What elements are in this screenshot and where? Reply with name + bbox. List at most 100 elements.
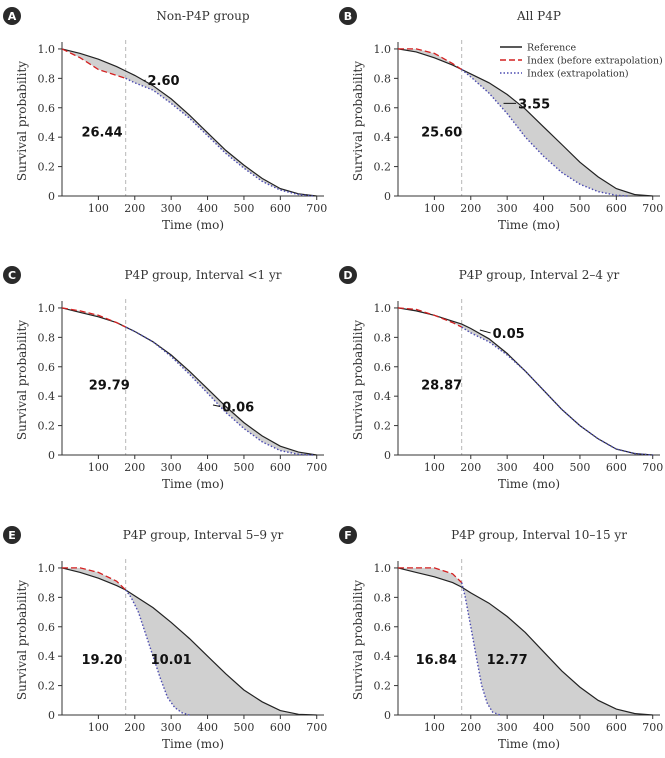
area-value-label: 19.20 bbox=[81, 653, 122, 668]
panel-badge bbox=[339, 526, 357, 544]
panel-badge bbox=[339, 266, 357, 284]
area-value-label: 0.05 bbox=[493, 327, 525, 342]
x-tick-label: 700 bbox=[306, 461, 327, 474]
x-tick-label: 500 bbox=[569, 721, 590, 734]
x-tick-label: 400 bbox=[197, 461, 218, 474]
y-tick-label: 0.4 bbox=[38, 131, 56, 144]
label-leader bbox=[212, 404, 221, 407]
x-axis-label: Time (mo) bbox=[162, 477, 224, 491]
y-tick-label: 0.8 bbox=[38, 331, 56, 344]
panel-title: P4P group, Interval 2–4 yr bbox=[459, 268, 620, 282]
x-tick-label: 200 bbox=[460, 461, 481, 474]
x-axis-label: Time (mo) bbox=[162, 218, 224, 232]
y-tick-label: 1.0 bbox=[38, 562, 56, 575]
label-leader bbox=[479, 329, 491, 334]
y-tick-label: 0.4 bbox=[38, 390, 56, 403]
y-tick-label: 1.0 bbox=[38, 302, 56, 315]
panel-badge bbox=[3, 7, 21, 25]
area-value-label: 12.77 bbox=[487, 653, 528, 668]
y-axis-label: Survival probability bbox=[351, 580, 365, 700]
panel-b: B All P4P 0 0.2 0.4 0.6 0.8 1.0 100 200 300 400 500 6… bbox=[339, 7, 663, 232]
reference-curve bbox=[61, 307, 317, 456]
area-value-label: 2.60 bbox=[148, 74, 180, 89]
panel-badge bbox=[3, 526, 21, 544]
area-difference bbox=[62, 48, 317, 197]
x-tick-label: 700 bbox=[306, 202, 327, 215]
x-tick-label: 100 bbox=[424, 721, 445, 734]
x-tick-label: 300 bbox=[497, 202, 518, 215]
panel-letter: E bbox=[8, 529, 16, 542]
area-difference bbox=[398, 48, 653, 197]
panel-letter: B bbox=[344, 10, 352, 23]
y-tick-label: 1.0 bbox=[374, 302, 392, 315]
legend-extrapolation-label: Index (extrapolation) bbox=[527, 69, 629, 80]
panel-a: A Non-P4P group 0 0.2 0.4 0.6 0.8 1.0 100 200 300 4… bbox=[3, 7, 327, 232]
index-extrapolation-curve bbox=[461, 68, 628, 197]
legend-reference-label: Reference bbox=[527, 43, 577, 54]
y-axis-label: Survival probability bbox=[15, 61, 29, 181]
panel-letter: D bbox=[343, 269, 352, 282]
reference-curve bbox=[61, 48, 317, 197]
y-tick-label: 0.8 bbox=[374, 72, 392, 85]
index-before-curve bbox=[398, 48, 463, 71]
x-tick-label: 400 bbox=[533, 461, 554, 474]
x-tick-label: 200 bbox=[460, 202, 481, 215]
y-tick-label: 0.4 bbox=[374, 131, 392, 144]
area-value-label: 29.79 bbox=[89, 378, 130, 393]
y-tick-label: 0.6 bbox=[38, 361, 56, 374]
index-before-curve bbox=[62, 567, 127, 591]
x-tick-label: 100 bbox=[424, 461, 445, 474]
panel-d: D P4P group, Interval 2–4 yr 0 0.2 0.4 0.6 0.8… bbox=[339, 266, 663, 491]
y-tick-label: 0.6 bbox=[374, 102, 392, 115]
panel-badge bbox=[339, 7, 357, 25]
area-value-label: 16.84 bbox=[416, 653, 457, 668]
x-tick-label: 700 bbox=[642, 721, 663, 734]
panel-f: F P4P group, Interval 10–15 yr 0 0.2 0.4 0.6 0… bbox=[339, 526, 663, 751]
x-tick-label: 600 bbox=[270, 721, 291, 734]
y-tick-label: 0 bbox=[384, 190, 391, 203]
index-before-curve bbox=[398, 567, 463, 584]
y-tick-label: 0.2 bbox=[38, 420, 56, 433]
index-before-curve bbox=[397, 307, 462, 328]
x-tick-label: 400 bbox=[197, 202, 218, 215]
y-tick-label: 0 bbox=[48, 449, 55, 462]
y-tick-label: 1.0 bbox=[374, 43, 392, 56]
index-extrapolation-curve bbox=[125, 77, 314, 197]
y-tick-label: 0.2 bbox=[374, 161, 392, 174]
y-tick-label: 0.8 bbox=[38, 591, 56, 604]
panel-c: C P4P group, Interval <1 yr 0 0.2 0.4 0.6 0.8 1… bbox=[3, 266, 327, 491]
x-tick-label: 200 bbox=[460, 721, 481, 734]
y-axis-label: Survival probability bbox=[15, 580, 29, 700]
y-axis-label: Survival probability bbox=[15, 320, 29, 440]
x-axis-label: Time (mo) bbox=[498, 477, 560, 491]
y-tick-label: 0.8 bbox=[374, 591, 392, 604]
x-tick-label: 300 bbox=[161, 721, 182, 734]
area-value-label: 26.44 bbox=[81, 125, 122, 140]
panel-e: E P4P group, Interval 5–9 yr 0 0.2 0.4 0.6 0.8… bbox=[3, 526, 327, 751]
y-tick-label: 1.0 bbox=[374, 562, 392, 575]
y-tick-label: 1.0 bbox=[38, 43, 56, 56]
y-tick-label: 0.2 bbox=[38, 161, 56, 174]
x-axis-label: Time (mo) bbox=[498, 737, 560, 751]
x-tick-label: 300 bbox=[497, 461, 518, 474]
index-before-curve bbox=[61, 48, 126, 80]
index-extrapolation-curve bbox=[461, 326, 653, 456]
y-tick-label: 0.4 bbox=[38, 650, 56, 663]
x-tick-label: 100 bbox=[88, 202, 109, 215]
y-tick-label: 0.6 bbox=[374, 361, 392, 374]
legend-before-label: Index (before extrapolation) bbox=[527, 56, 663, 67]
area-value-label: 3.55 bbox=[518, 97, 550, 112]
reference-curve bbox=[397, 567, 653, 716]
x-tick-label: 100 bbox=[424, 202, 445, 215]
y-tick-label: 0 bbox=[384, 709, 391, 722]
x-tick-label: 600 bbox=[606, 721, 627, 734]
x-tick-label: 400 bbox=[533, 721, 554, 734]
panel-letter: A bbox=[8, 10, 17, 23]
panel-title: P4P group, Interval 10–15 yr bbox=[451, 528, 627, 542]
area-difference bbox=[398, 567, 653, 715]
panel-title: Non-P4P group bbox=[156, 9, 249, 23]
x-tick-label: 400 bbox=[197, 721, 218, 734]
y-tick-label: 0.4 bbox=[374, 390, 392, 403]
x-tick-label: 100 bbox=[88, 461, 109, 474]
